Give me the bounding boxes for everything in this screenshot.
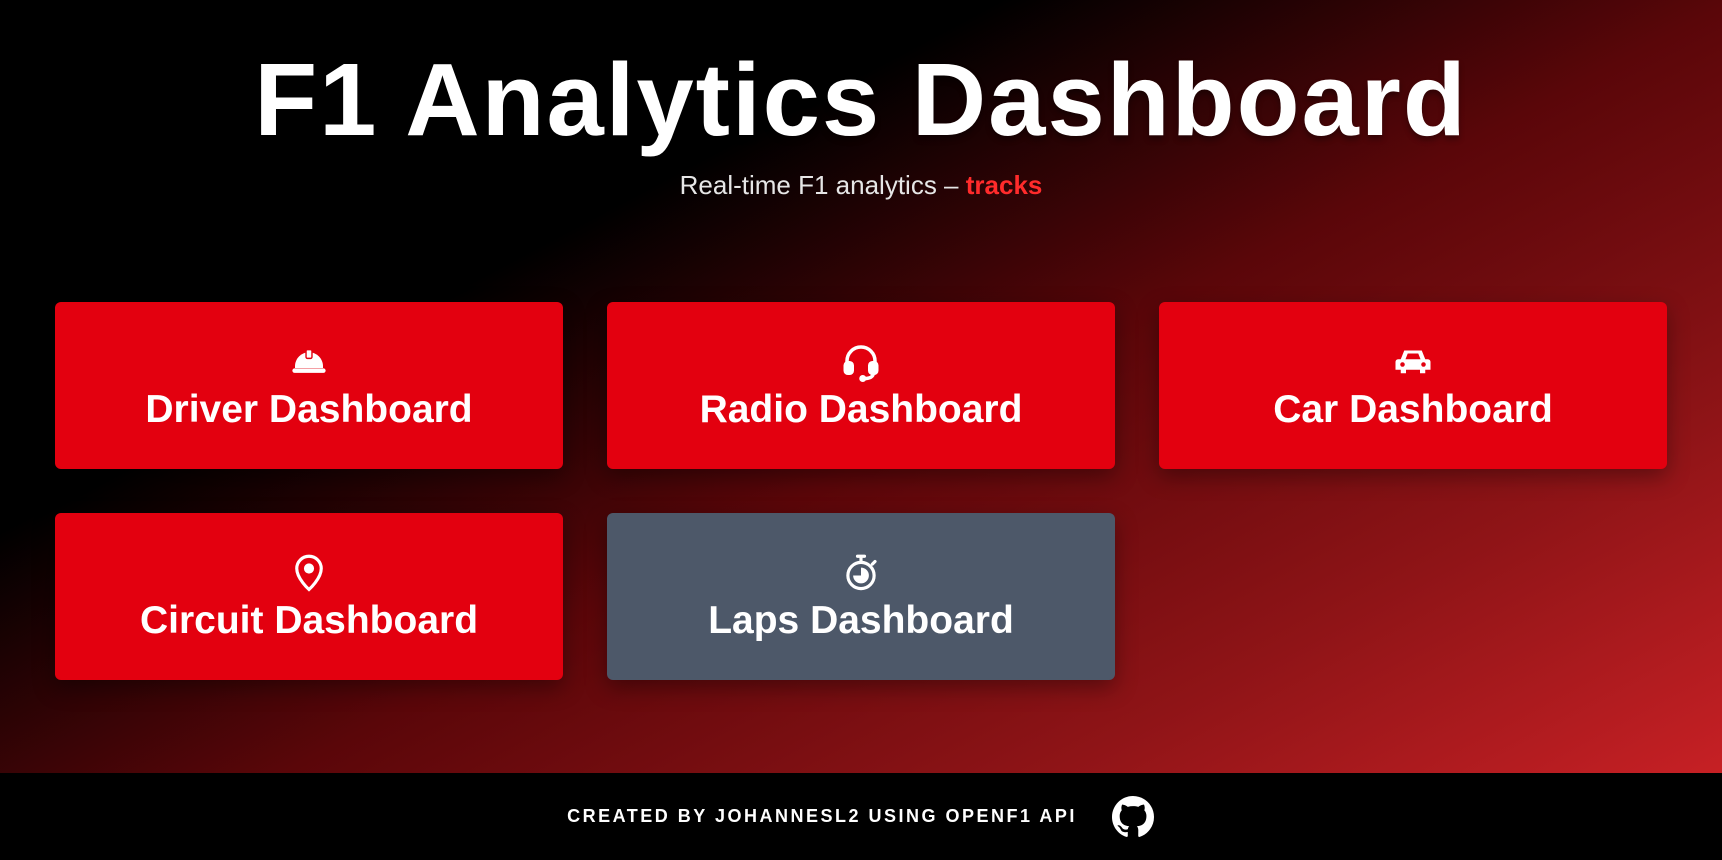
helmet-icon: [288, 340, 330, 382]
page-subtitle: Real-time F1 analytics – tracks: [0, 170, 1722, 201]
card-label: Laps Dashboard: [708, 598, 1014, 642]
subtitle-text: Real-time F1 analytics –: [679, 170, 959, 200]
laps-dashboard-card[interactable]: Laps Dashboard: [607, 513, 1115, 680]
radio-dashboard-card[interactable]: Radio Dashboard: [607, 302, 1115, 469]
stopwatch-icon: [840, 551, 882, 593]
page-title: F1 Analytics Dashboard: [254, 42, 1468, 157]
hero-header: F1 Analytics Dashboard Real-time F1 anal…: [0, 0, 1722, 201]
circuit-dashboard-card[interactable]: Circuit Dashboard: [55, 513, 563, 680]
map-pin-icon: [288, 551, 330, 593]
subtitle-accent: tracks: [965, 170, 1043, 200]
car-dashboard-card[interactable]: Car Dashboard: [1159, 302, 1667, 469]
headset-icon: [840, 340, 882, 382]
github-icon[interactable]: [1111, 795, 1155, 839]
card-label: Circuit Dashboard: [139, 598, 479, 642]
card-label: Car Dashboard: [1273, 387, 1553, 431]
card-label: Radio Dashboard: [699, 387, 1023, 431]
footer-credit: CREATED BY JOHANNESL2 USING OPENF1 API: [567, 806, 1077, 826]
footer: CREATED BY JOHANNESL2 USING OPENF1 API: [0, 773, 1722, 860]
car-icon: [1392, 340, 1434, 382]
driver-dashboard-card[interactable]: Driver Dashboard: [55, 302, 563, 469]
card-label: Driver Dashboard: [145, 387, 473, 431]
